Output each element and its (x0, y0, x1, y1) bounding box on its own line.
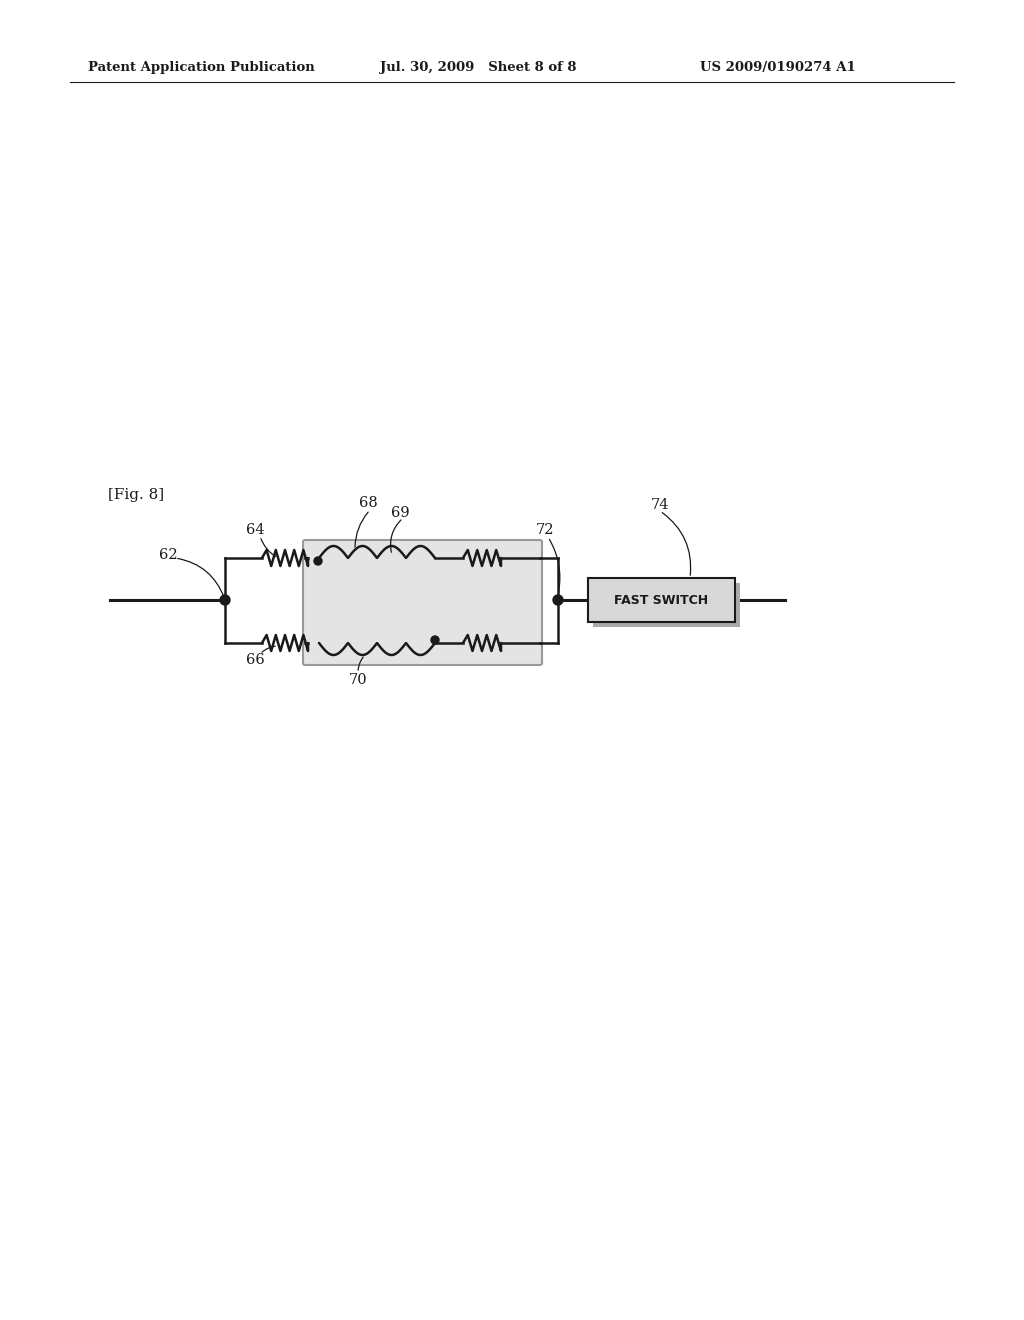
Text: FAST SWITCH: FAST SWITCH (614, 594, 709, 606)
Text: 72: 72 (536, 523, 554, 537)
Circle shape (431, 636, 439, 644)
Text: 66: 66 (246, 653, 264, 667)
FancyBboxPatch shape (303, 540, 542, 665)
Text: [Fig. 8]: [Fig. 8] (108, 488, 164, 502)
Text: Jul. 30, 2009   Sheet 8 of 8: Jul. 30, 2009 Sheet 8 of 8 (380, 62, 577, 74)
Text: 69: 69 (391, 506, 410, 520)
Text: 74: 74 (650, 498, 670, 512)
Circle shape (553, 595, 563, 605)
Text: US 2009/0190274 A1: US 2009/0190274 A1 (700, 62, 856, 74)
Bar (588, 578, 735, 622)
Text: 64: 64 (246, 523, 264, 537)
Text: 68: 68 (358, 496, 378, 510)
Bar (593, 583, 740, 627)
Text: 62: 62 (159, 548, 177, 562)
Circle shape (220, 595, 230, 605)
Text: 70: 70 (349, 673, 368, 686)
Text: Patent Application Publication: Patent Application Publication (88, 62, 314, 74)
Circle shape (314, 557, 322, 565)
